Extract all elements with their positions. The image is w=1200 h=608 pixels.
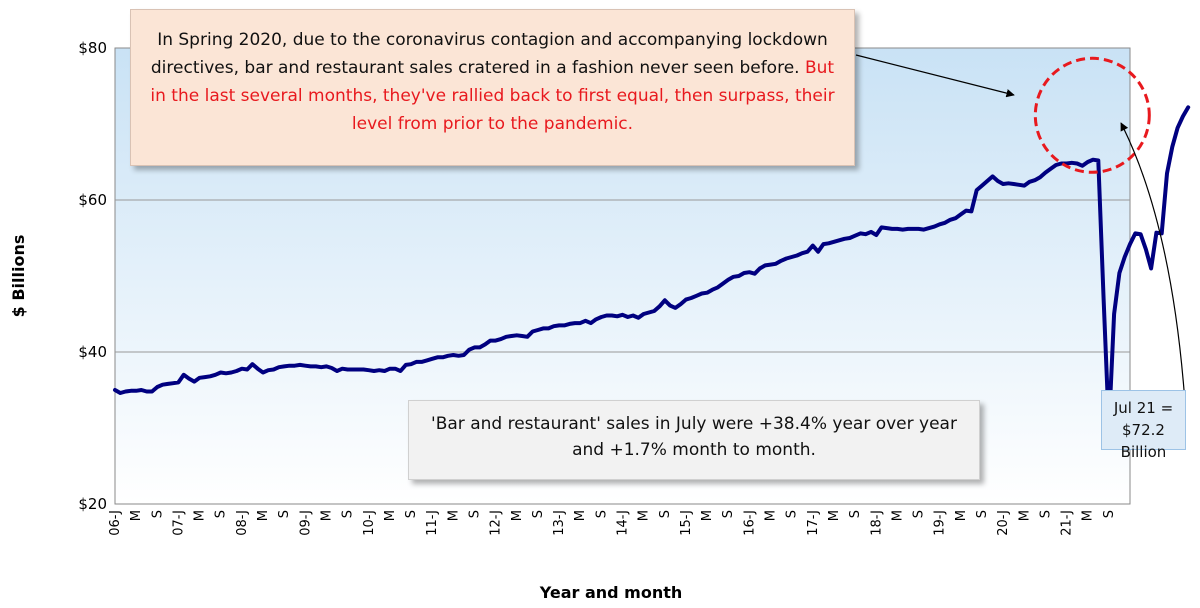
annotation-top-black: In Spring 2020, due to the coronavirus c… xyxy=(150,30,828,78)
x-tick-label: S xyxy=(912,510,927,518)
x-tick-label: S xyxy=(658,510,673,518)
x-tick-label: 10-J xyxy=(362,510,377,536)
x-tick-label: 08-J xyxy=(235,510,250,536)
x-tick-label: S xyxy=(975,510,990,518)
x-tick-label: M xyxy=(573,510,588,521)
x-tick-label: M xyxy=(954,510,969,521)
x-tick-label: S xyxy=(277,510,292,518)
y-tick-label: $60 xyxy=(78,191,107,209)
x-tick-label: 18-J xyxy=(869,510,884,536)
x-tick-label: 17-J xyxy=(806,510,821,536)
x-tick-label: 21-J xyxy=(1060,510,1075,536)
x-tick-label: M xyxy=(764,510,779,521)
gridlines xyxy=(115,199,1130,353)
x-tick-label: S xyxy=(785,510,800,518)
series-line xyxy=(113,105,1191,430)
x-tick-label: 16-J xyxy=(742,510,757,536)
x-tick-label: S xyxy=(341,510,356,518)
x-tick-label: 11-J xyxy=(425,510,440,536)
x-tick-label: S xyxy=(1038,510,1053,518)
x-tick-label: M xyxy=(319,510,334,521)
x-axis-title: Year and month xyxy=(539,583,683,602)
x-tick-label: M xyxy=(890,510,905,521)
x-tick-label: S xyxy=(150,510,165,518)
x-tick-label: M xyxy=(700,510,715,521)
x-tick-label: M xyxy=(446,510,461,521)
callout-line-1: Jul 21 = xyxy=(1113,399,1174,417)
y-tick-label: $20 xyxy=(78,495,107,513)
x-tick-label: 09-J xyxy=(298,510,313,536)
x-tick-label: 15-J xyxy=(679,510,694,536)
x-tick-label: M xyxy=(129,510,144,521)
callout-line-2: $72.2 Billion xyxy=(1120,421,1167,461)
x-tick-label: S xyxy=(1102,510,1117,518)
x-tick-label: S xyxy=(594,510,609,518)
annotation-middle: 'Bar and restaurant' sales in July were … xyxy=(408,400,980,480)
x-tick-label: M xyxy=(637,510,652,521)
y-tick-label: $40 xyxy=(78,343,107,361)
x-tick-label: S xyxy=(721,510,736,518)
x-tick-label: M xyxy=(1081,510,1096,521)
x-tick-label: S xyxy=(531,510,546,518)
x-tick-label: M xyxy=(193,510,208,521)
x-tick-label: S xyxy=(214,510,229,518)
x-tick-label: 12-J xyxy=(489,510,504,536)
callout-july: Jul 21 = $72.2 Billion xyxy=(1101,390,1186,461)
x-tick-label: 20-J xyxy=(996,510,1011,536)
x-tick-label: 19-J xyxy=(933,510,948,536)
x-tick-label: M xyxy=(1017,510,1032,521)
x-tick-label: 07-J xyxy=(171,510,186,536)
x-tick-label: 06-J xyxy=(108,510,123,536)
x-tick-label: 14-J xyxy=(616,510,631,536)
y-axis-ticks: $20 $40 $60 $80 xyxy=(78,39,107,513)
x-tick-label: S xyxy=(467,510,482,518)
arrow-to-drop xyxy=(855,54,1015,98)
x-tick-label: S xyxy=(404,510,419,518)
annotation-top: In Spring 2020, due to the coronavirus c… xyxy=(130,9,855,166)
x-tick-label: M xyxy=(510,510,525,521)
x-tick-label: M xyxy=(256,510,271,521)
x-axis-ticks: 06-J M S 07-J M S 08-J M S 09-J M S 10-J M S 11-J M S 12-J… xyxy=(108,510,1117,536)
y-tick-label: $80 xyxy=(78,39,107,57)
annotation-middle-text: 'Bar and restaurant' sales in July were … xyxy=(431,414,957,460)
x-tick-label: S xyxy=(848,510,863,518)
y-axis-title: $ Billions xyxy=(9,235,28,318)
x-tick-label: M xyxy=(383,510,398,521)
arrow-to-july xyxy=(1120,122,1185,391)
x-tick-label: M xyxy=(827,510,842,521)
annotation-top-red: But in the last several months, they've … xyxy=(150,58,835,134)
x-tick-label: 13-J xyxy=(552,510,567,536)
highlight-circle xyxy=(1033,56,1151,174)
